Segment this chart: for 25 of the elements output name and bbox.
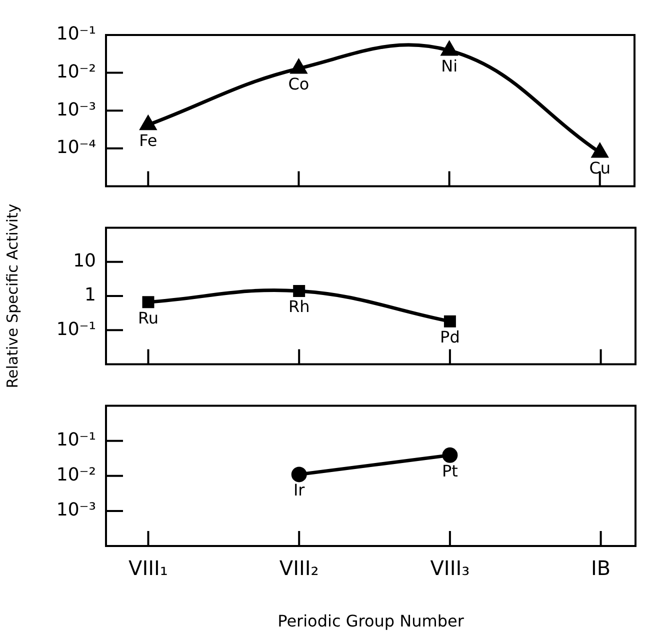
x-axis-title: Periodic Group Number (278, 612, 464, 631)
annotation: Fe (139, 130, 158, 150)
y-tick-label: 10⁻⁴ (56, 137, 96, 158)
annotation: Rh (288, 297, 310, 316)
annotation: Ir (293, 480, 306, 500)
y-tick-label: 10 (73, 250, 96, 272)
x-tick-label: VIII₁ (128, 556, 168, 580)
annotation: Co (288, 74, 310, 94)
annotation: Ru (138, 308, 159, 328)
y-tick-label: 10⁻² (56, 61, 96, 82)
annotation: Pd (440, 328, 460, 347)
annotation: Ni (441, 56, 458, 76)
y-tick-label: 10⁻³ (56, 99, 96, 120)
y-tick-label: 1 (84, 284, 96, 306)
y-tick-label: 10⁻¹ (56, 24, 96, 45)
y-tick-label: 10⁻² (56, 464, 96, 486)
y-tick-label: 10⁻¹ (56, 430, 96, 451)
y-axis-title: Relative Specific Activity (3, 204, 22, 388)
annotation: Pt (442, 461, 458, 480)
x-tick-label: VIII₂ (279, 556, 319, 580)
y-tick-label: 10⁻³ (56, 500, 96, 521)
annotation: Cu (589, 158, 611, 178)
x-tick-label: IB (590, 556, 611, 580)
y-tick-label: 10⁻¹ (56, 318, 96, 340)
x-tick-label: VIII₃ (430, 556, 470, 580)
